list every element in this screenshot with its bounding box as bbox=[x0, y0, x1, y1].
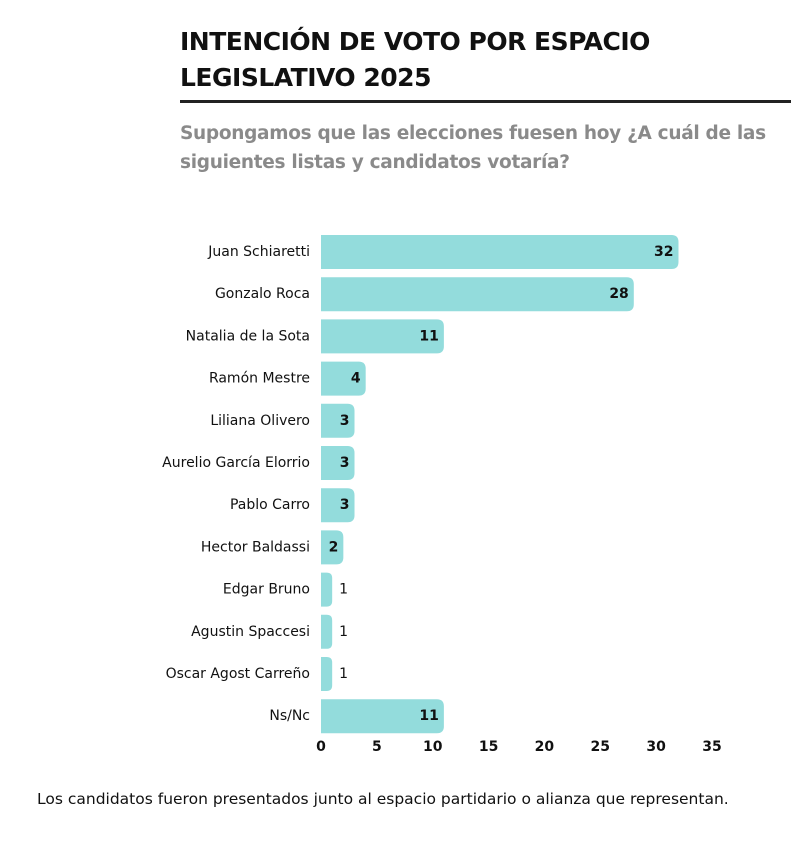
x-tick-label: 5 bbox=[372, 739, 382, 755]
bar bbox=[321, 319, 444, 354]
x-tick-label: 0 bbox=[316, 739, 326, 755]
category-label: Ramón Mestre bbox=[209, 371, 310, 387]
x-tick-label: 30 bbox=[646, 739, 666, 755]
x-tick-label: 35 bbox=[702, 739, 721, 755]
x-tick-label: 25 bbox=[591, 739, 610, 755]
category-label: Oscar Agost Carreño bbox=[166, 666, 310, 682]
value-label: 1 bbox=[339, 624, 348, 640]
bar bbox=[321, 403, 355, 438]
value-label: 11 bbox=[419, 708, 438, 724]
bar bbox=[321, 488, 355, 523]
bar bbox=[321, 235, 679, 269]
category-label: Edgar Bruno bbox=[223, 582, 310, 598]
bar bbox=[321, 446, 355, 480]
category-label: Liliana Olivero bbox=[210, 413, 310, 429]
bar bbox=[321, 572, 333, 607]
category-label: Agustin Spaccesi bbox=[191, 624, 310, 640]
value-label: 2 bbox=[329, 539, 339, 555]
x-tick-label: 15 bbox=[479, 739, 498, 755]
x-tick-label: 20 bbox=[535, 739, 555, 755]
category-label: Aurelio García Elorrio bbox=[162, 455, 310, 471]
category-label: Gonzalo Roca bbox=[215, 286, 310, 302]
footnote: Los candidatos fueron presentados junto … bbox=[37, 790, 729, 808]
bar bbox=[321, 614, 333, 649]
value-label: 28 bbox=[609, 286, 628, 302]
value-label: 4 bbox=[351, 371, 361, 387]
value-label: 3 bbox=[340, 455, 350, 471]
bar bbox=[321, 657, 333, 691]
value-label: 3 bbox=[340, 497, 350, 513]
category-label: Hector Baldassi bbox=[201, 539, 310, 555]
value-label: 3 bbox=[340, 413, 350, 429]
bar bbox=[321, 530, 344, 565]
x-tick-label: 10 bbox=[423, 739, 443, 755]
value-label: 11 bbox=[419, 328, 438, 344]
category-label: Juan Schiaretti bbox=[207, 244, 310, 260]
bar bbox=[321, 699, 444, 734]
value-label: 1 bbox=[339, 666, 348, 682]
category-label: Pablo Carro bbox=[230, 497, 310, 513]
chart-subtitle: Supongamos que las elecciones fuesen hoy… bbox=[180, 123, 766, 173]
chart-title: INTENCIÓN DE VOTO POR ESPACIO LEGISLATIV… bbox=[180, 27, 650, 92]
title-rule bbox=[180, 100, 791, 103]
category-label: Natalia de la Sota bbox=[186, 328, 310, 344]
category-label: Ns/Nc bbox=[269, 708, 310, 724]
bar bbox=[321, 277, 634, 312]
bar bbox=[321, 361, 366, 396]
value-label: 1 bbox=[339, 582, 348, 598]
value-label: 32 bbox=[654, 244, 673, 260]
